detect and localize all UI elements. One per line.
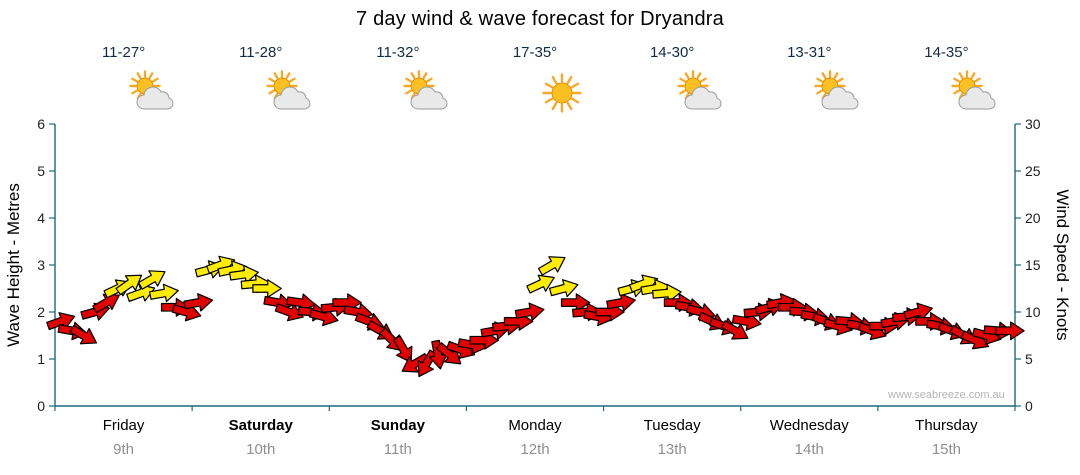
day-name: Thursday — [915, 417, 978, 434]
axis-tick-label: 2 — [37, 304, 45, 320]
cloud-shape — [136, 86, 174, 110]
wind-arrow — [229, 264, 259, 284]
wind-arrow — [652, 283, 682, 303]
day-temperature: 11-28° — [239, 44, 283, 61]
day-date: 15th — [931, 441, 962, 458]
day-date: 9th — [113, 441, 134, 458]
cloud-shape — [410, 86, 448, 110]
axis-tick-label: 15 — [1025, 257, 1041, 273]
day-name: Wednesday — [769, 417, 849, 434]
axis-tick-label: 30 — [1025, 116, 1041, 132]
wind-arrow — [720, 320, 749, 340]
wind-arrow — [69, 324, 98, 345]
wind-arrow — [537, 256, 566, 276]
partly-cloudy-icon — [677, 70, 722, 110]
axis-tick-label: 1 — [37, 351, 45, 367]
day-name: Sunday — [370, 417, 425, 434]
wind-arrow — [392, 335, 413, 364]
day-temperature: 14-30° — [649, 44, 695, 61]
day-date: 13th — [657, 441, 687, 458]
wind-arrow — [137, 270, 166, 290]
day-temperature: 11-32° — [376, 44, 420, 61]
day-name: Friday — [102, 417, 145, 434]
partly-cloudy-icon — [128, 70, 174, 110]
wind-arrow — [995, 321, 1025, 341]
day-name: Tuesday — [643, 417, 701, 434]
day-date: 10th — [246, 441, 276, 458]
cloud-shape — [273, 86, 311, 110]
wind-arrow — [92, 293, 120, 314]
wind-arrow — [560, 293, 591, 312]
chart-title: 7 day wind & wave forecast for Dryandra — [356, 8, 724, 30]
day-name: Monday — [508, 417, 562, 434]
day-temperature: 17-35° — [512, 44, 558, 61]
cloud-shape — [684, 86, 722, 110]
wind-arrow — [526, 274, 555, 294]
cloud-shape — [821, 86, 859, 110]
day-name: Saturday — [228, 417, 293, 434]
cloud-shape — [958, 86, 996, 110]
wind-arrow — [308, 307, 339, 327]
axis-tick-label: 5 — [37, 163, 45, 179]
axis-tick-label: 0 — [1025, 398, 1033, 414]
axis-tick-label: 20 — [1025, 210, 1041, 226]
wind-arrow — [428, 339, 448, 370]
wind-arrow — [274, 303, 304, 322]
partly-cloudy-icon — [266, 70, 311, 110]
wind-arrow — [252, 279, 282, 298]
day-date: 14th — [794, 441, 824, 458]
wind-arrow — [903, 302, 933, 321]
partly-cloudy-icon — [814, 70, 859, 110]
day-date: 11th — [383, 441, 412, 458]
partly-cloudy-icon — [951, 70, 996, 110]
axis-tick-label: 5 — [1025, 351, 1033, 367]
wind-arrow — [149, 283, 179, 303]
day-temperature: 14-35° — [924, 44, 969, 61]
day-temperature: 13-31° — [787, 44, 832, 61]
wind-arrow — [548, 279, 579, 298]
day-temperature: 11-27° — [101, 44, 146, 61]
partly-cloudy-icon — [403, 70, 448, 110]
wind-arrow — [514, 302, 545, 322]
wind-arrow — [46, 312, 76, 331]
sunny-icon — [542, 73, 582, 113]
axis-tick-label: 6 — [37, 116, 45, 132]
axis-tick-label: 10 — [1025, 304, 1041, 320]
day-date: 12th — [520, 441, 550, 458]
wind-arrow — [401, 353, 430, 373]
axis-tick-label: 4 — [37, 210, 45, 226]
axis-tick-label: 25 — [1025, 163, 1041, 179]
wind-arrow — [183, 293, 214, 312]
axis-tick-label: 3 — [37, 257, 45, 273]
wind-arrow — [606, 293, 636, 312]
wind-arrow — [435, 342, 462, 365]
axis-tick-label: 0 — [37, 398, 45, 414]
watermark: www.seabreeze.com.au — [888, 389, 1005, 401]
